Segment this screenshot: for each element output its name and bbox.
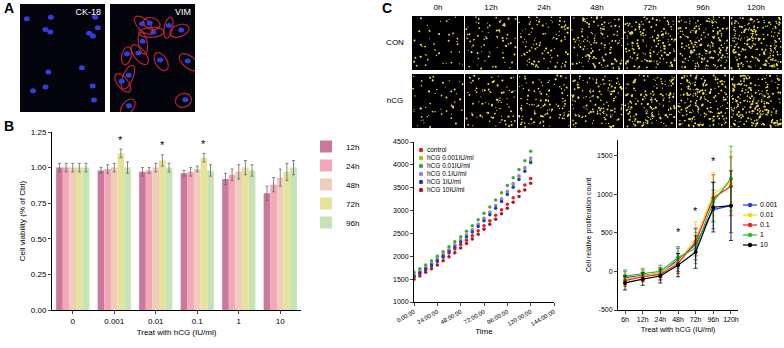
html-text:96h: 96h bbox=[696, 3, 710, 12]
svg-text:1500: 1500 bbox=[597, 152, 613, 159]
svg-text:Time: Time bbox=[475, 327, 493, 336]
svg-text:4000: 4000 bbox=[393, 161, 409, 168]
svg-text:12h: 12h bbox=[346, 143, 359, 152]
html-text:120h: 120h bbox=[747, 3, 765, 12]
svg-text:72h: 72h bbox=[346, 200, 359, 209]
svg-text:*: * bbox=[676, 226, 681, 238]
svg-text:24h: 24h bbox=[655, 316, 667, 323]
svg-text:Treat with hCG (IU/ml): Treat with hCG (IU/ml) bbox=[137, 328, 217, 337]
svg-text:Cell viability (% of Ctrl): Cell viability (% of Ctrl) bbox=[18, 180, 27, 261]
html-text:CK-18: CK-18 bbox=[75, 7, 101, 17]
svg-text:1.00: 1.00 bbox=[31, 163, 47, 172]
svg-text:144:00:00: 144:00:00 bbox=[530, 308, 557, 327]
svg-text:3000: 3000 bbox=[393, 207, 409, 214]
html-text:hCG 1IU/ml: hCG 1IU/ml bbox=[427, 178, 461, 185]
html-text:B: B bbox=[4, 118, 15, 134]
svg-text:1.25: 1.25 bbox=[31, 128, 47, 137]
svg-text:*: * bbox=[711, 155, 716, 167]
html-text:1: 1 bbox=[760, 231, 764, 238]
html-text:hCG: hCG bbox=[386, 96, 404, 105]
html-text:hCG 0.1IU/ml: hCG 0.1IU/ml bbox=[427, 170, 467, 177]
svg-text:0.1: 0.1 bbox=[192, 317, 204, 326]
svg-text:0.50: 0.50 bbox=[31, 235, 47, 244]
svg-text:0.00: 0.00 bbox=[31, 306, 47, 315]
svg-text:10: 10 bbox=[276, 317, 285, 326]
svg-text:2000: 2000 bbox=[393, 253, 409, 260]
html-text:hCG 10IU/ml: hCG 10IU/ml bbox=[427, 186, 465, 193]
svg-text:48:00:00: 48:00:00 bbox=[439, 308, 463, 325]
svg-text:6h: 6h bbox=[621, 316, 629, 323]
svg-text:96:00:00: 96:00:00 bbox=[486, 308, 510, 325]
svg-text:1: 1 bbox=[237, 317, 242, 326]
svg-text:Cell relative proliferation co: Cell relative proliferation count bbox=[585, 178, 593, 272]
html-text:hCG 0.001IU/ml: hCG 0.001IU/ml bbox=[427, 154, 474, 161]
html-text:24h: 24h bbox=[537, 3, 551, 12]
svg-text:Treat with hCG (IU/ml): Treat with hCG (IU/ml) bbox=[641, 325, 716, 334]
svg-text:48h: 48h bbox=[346, 181, 359, 190]
html-text:VIM: VIM bbox=[175, 7, 191, 17]
svg-text:120h: 120h bbox=[723, 316, 739, 323]
svg-text:24h: 24h bbox=[346, 162, 359, 171]
svg-text:72:00:00: 72:00:00 bbox=[463, 308, 487, 325]
svg-text:24:00:00: 24:00:00 bbox=[416, 308, 440, 325]
svg-text:*: * bbox=[160, 139, 165, 151]
svg-text:1000: 1000 bbox=[393, 298, 409, 305]
svg-text:*: * bbox=[201, 138, 206, 150]
svg-text:96h: 96h bbox=[707, 316, 719, 323]
svg-text:*: * bbox=[693, 205, 698, 217]
html-text:C: C bbox=[382, 0, 393, 16]
svg-text:3500: 3500 bbox=[393, 184, 409, 191]
html-text:12h: 12h bbox=[484, 3, 498, 12]
html-text:10: 10 bbox=[760, 241, 768, 248]
svg-text:120:00:00: 120:00:00 bbox=[507, 308, 534, 327]
svg-text:0.75: 0.75 bbox=[31, 199, 47, 208]
html-text:control: control bbox=[427, 146, 447, 153]
svg-text:1000: 1000 bbox=[597, 191, 613, 198]
html-text:A: A bbox=[4, 0, 15, 16]
svg-text:0.25: 0.25 bbox=[31, 270, 47, 279]
svg-text:1500: 1500 bbox=[393, 276, 409, 283]
svg-text:2500: 2500 bbox=[393, 230, 409, 237]
html-text:0.1: 0.1 bbox=[760, 221, 770, 228]
html-text:0h: 0h bbox=[433, 3, 443, 12]
svg-text:72h: 72h bbox=[690, 316, 702, 323]
svg-text:0: 0 bbox=[609, 268, 613, 275]
svg-text:0.001: 0.001 bbox=[104, 317, 125, 326]
svg-text:0:00:00: 0:00:00 bbox=[396, 308, 417, 324]
html-text:0.001: 0.001 bbox=[760, 201, 778, 208]
html-text:hCG 0.01IU/ml: hCG 0.01IU/ml bbox=[427, 162, 470, 169]
html-text:72h: 72h bbox=[643, 3, 657, 12]
svg-text:4500: 4500 bbox=[393, 138, 409, 145]
svg-text:-500: -500 bbox=[599, 306, 613, 313]
html-text:CON: CON bbox=[386, 38, 404, 47]
svg-text:0.01: 0.01 bbox=[148, 317, 164, 326]
svg-text:48h: 48h bbox=[672, 316, 684, 323]
svg-text:*: * bbox=[118, 134, 123, 146]
svg-text:0: 0 bbox=[71, 317, 76, 326]
svg-text:12h: 12h bbox=[637, 316, 649, 323]
svg-text:500: 500 bbox=[601, 229, 613, 236]
html-text:0.01: 0.01 bbox=[760, 211, 774, 218]
svg-text:96h: 96h bbox=[346, 219, 359, 228]
html-text:48h: 48h bbox=[590, 3, 604, 12]
